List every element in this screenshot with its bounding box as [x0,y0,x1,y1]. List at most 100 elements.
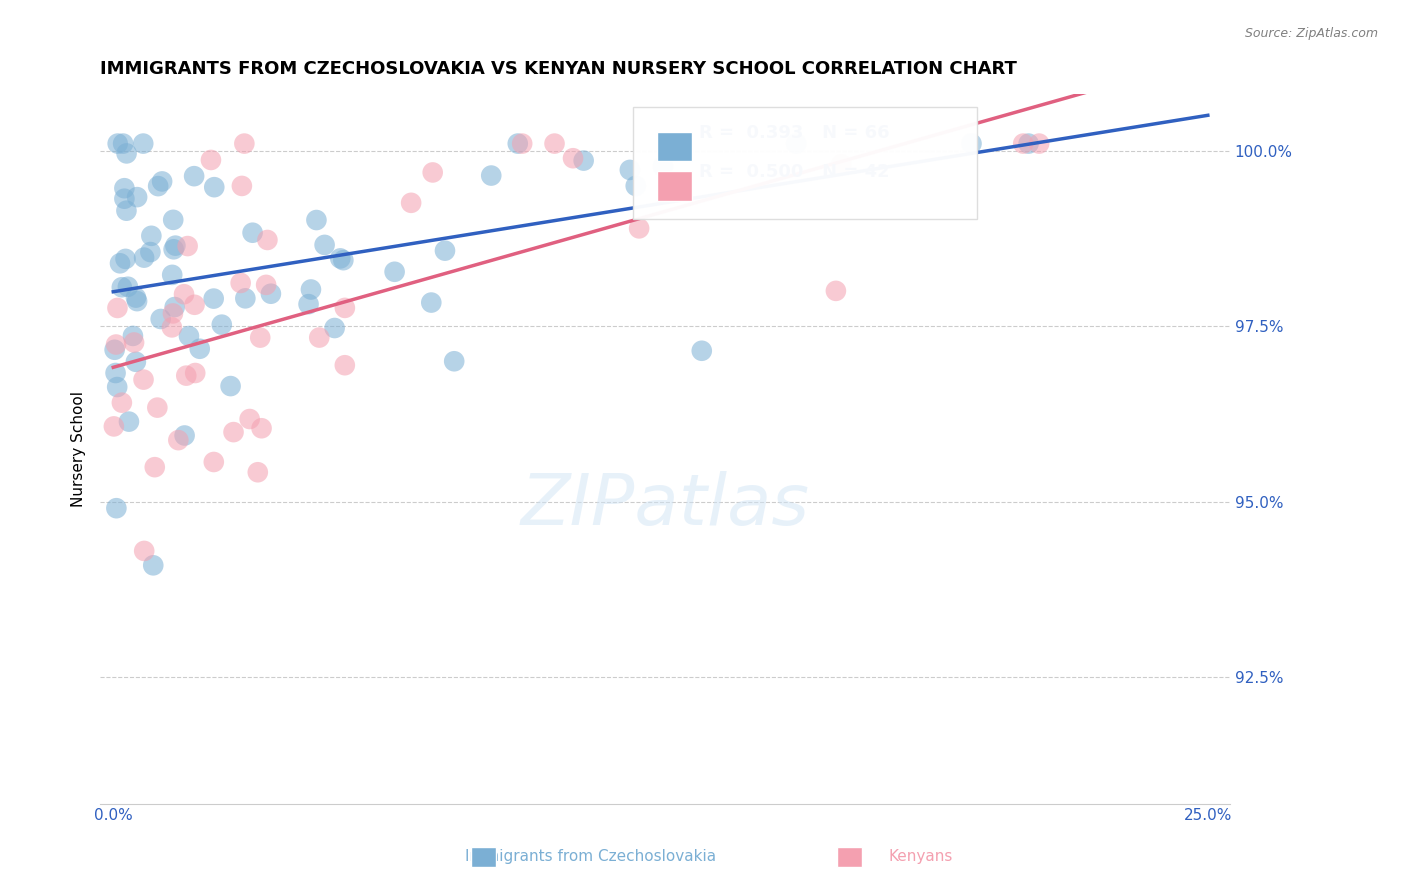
Point [305,213,328,227]
Point [103,419,125,434]
Point [229,276,252,290]
Point [146,401,169,415]
Point [188,342,211,356]
Point [256,233,278,247]
Point [333,301,356,315]
Point [1012,136,1035,151]
Point [162,212,184,227]
Point [332,253,354,268]
Point [830,157,852,171]
Point [202,455,225,469]
Point [619,162,641,177]
Point [299,283,322,297]
Text: Kenyans: Kenyans [889,849,953,863]
Point [141,228,163,243]
Point [160,268,183,282]
Point [111,280,134,294]
Text: ZIPatlas: ZIPatlas [520,471,810,541]
Point [142,558,165,573]
Point [420,295,443,310]
Point [122,335,145,350]
Point [652,160,675,174]
Point [112,136,135,151]
Text: R =  0.500   N = 42: R = 0.500 N = 42 [699,163,890,181]
Point [127,190,149,204]
Point [690,343,713,358]
Point [231,178,253,193]
Point [117,279,139,293]
Point [165,238,187,252]
Point [114,252,136,266]
Point [314,238,336,252]
Point [235,291,257,305]
Point [177,329,200,343]
Point [219,379,242,393]
Point [108,256,131,270]
Point [112,192,135,206]
Point [132,373,155,387]
Point [184,366,207,380]
Point [785,136,807,151]
Point [125,291,148,305]
Point [105,501,128,516]
Point [671,136,693,151]
Point [506,136,529,151]
Point [250,421,273,435]
Point [115,146,138,161]
Point [624,178,647,193]
Text: R =  0.393   N = 66: R = 0.393 N = 66 [699,124,890,142]
Point [111,395,134,409]
Text: Source: ZipAtlas.com: Source: ZipAtlas.com [1244,27,1378,40]
Point [107,301,129,315]
Point [104,343,127,357]
Point [105,337,128,351]
Point [333,358,356,372]
Point [125,355,148,369]
Point [202,180,225,194]
Point [443,354,465,368]
Point [122,329,145,343]
Point [149,312,172,326]
Point [105,380,128,394]
Point [384,265,406,279]
Point [134,544,156,558]
Point [422,165,444,179]
Point [308,330,330,344]
Point [572,153,595,168]
Point [433,244,456,258]
Point [202,292,225,306]
Point [132,136,155,151]
Point [510,136,533,151]
Point [323,321,346,335]
Point [167,433,190,447]
Point [174,368,197,383]
Point [146,179,169,194]
Point [222,425,245,439]
Point [825,284,848,298]
Point [183,169,205,183]
Point [163,300,186,314]
Point [254,277,277,292]
Y-axis label: Nursery School: Nursery School [72,391,86,507]
Point [160,320,183,334]
Point [1028,136,1050,151]
Point [246,465,269,479]
Point [211,318,233,332]
Point [200,153,222,167]
Point [562,151,585,165]
Point [543,136,565,151]
Point [112,181,135,195]
Point [150,174,173,188]
Point [960,136,983,151]
Point [479,169,502,183]
Point [628,221,651,235]
Point [118,415,141,429]
Point [107,136,129,151]
Point [329,252,352,266]
Point [132,251,155,265]
Point [260,286,283,301]
Point [249,330,271,344]
Point [233,136,256,151]
Point [183,298,205,312]
Point [239,412,262,426]
